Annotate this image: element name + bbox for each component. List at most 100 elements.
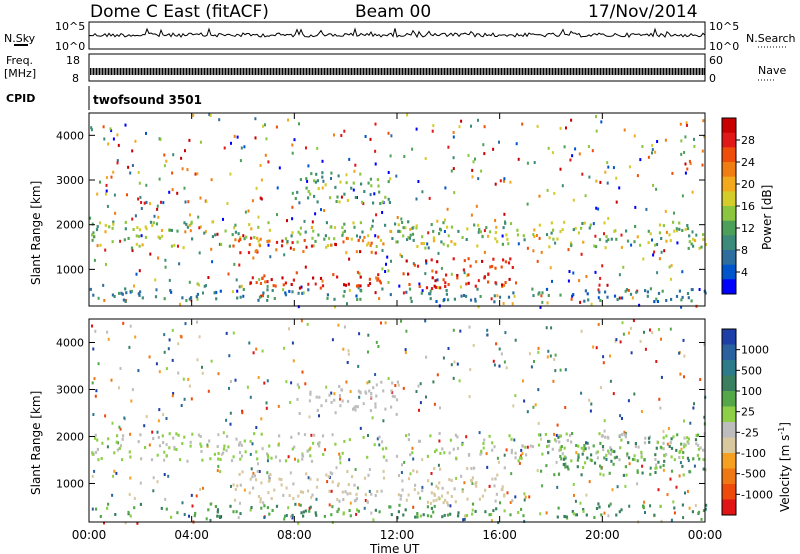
echo-cell (660, 519, 663, 523)
echo-cell (338, 499, 341, 503)
echo-cell (448, 478, 451, 481)
echo-cell (325, 221, 328, 225)
echo-cell (487, 234, 490, 238)
echo-cell (310, 172, 313, 176)
echo-cell (494, 266, 497, 270)
echo-cell (163, 450, 166, 454)
echo-cell (690, 299, 693, 303)
echo-cell (419, 514, 422, 518)
echo-cell (480, 169, 483, 173)
echo-cell (276, 213, 278, 217)
echo-cell (655, 187, 658, 191)
echo-cell (574, 226, 577, 230)
echo-cell (624, 435, 627, 439)
colorbar-cell (722, 264, 736, 280)
freq-sample (307, 68, 309, 75)
echo-cell (91, 381, 94, 385)
echo-cell (409, 296, 412, 300)
echo-cell (265, 137, 268, 141)
echo-cell (346, 470, 349, 473)
freq-sample (480, 68, 481, 75)
echo-cell (96, 225, 99, 229)
echo-cell (564, 465, 567, 469)
echo-cell (216, 469, 219, 473)
freq-sample (190, 68, 192, 75)
echo-cell (145, 227, 148, 231)
freq-sample (625, 68, 627, 75)
freq-sample (682, 68, 684, 75)
echo-cell (138, 234, 141, 238)
echo-cell (179, 458, 182, 462)
echo-cell (431, 276, 434, 280)
echo-cell (239, 512, 242, 516)
echo-cell (411, 446, 414, 450)
echo-cell (121, 437, 124, 441)
echo-cell (359, 250, 362, 254)
echo-cell (704, 507, 707, 511)
echo-cell (285, 459, 288, 463)
echo-cell (567, 467, 570, 471)
freq-sample (351, 68, 352, 75)
echo-cell (128, 450, 131, 454)
echo-cell (458, 125, 461, 129)
echo-cell (239, 295, 242, 299)
echo-cell (92, 231, 95, 235)
echo-cell (526, 246, 529, 250)
echo-cell (266, 379, 269, 383)
freq-sample (423, 68, 424, 75)
echo-cell (432, 380, 435, 384)
freq-sample (213, 68, 214, 75)
echo-cell (675, 485, 678, 489)
echo-cell (341, 226, 344, 230)
echo-cell (627, 399, 630, 403)
echo-cell (673, 229, 676, 233)
freq-panel-frame (88, 53, 706, 82)
echo-cell (403, 155, 406, 158)
echo-cell (598, 505, 601, 509)
freq-sample (372, 68, 373, 75)
echo-cell (490, 513, 493, 516)
echo-cell (420, 242, 423, 245)
echo-cell (156, 204, 159, 208)
echo-cell (350, 186, 353, 190)
freq-sample (306, 68, 307, 75)
echo-cell (559, 455, 562, 458)
freq-sample (552, 68, 553, 75)
echo-cell (622, 473, 625, 477)
echo-cell (551, 279, 553, 283)
echo-cell (241, 470, 244, 474)
freq-sample (579, 68, 580, 75)
echo-cell (102, 125, 105, 129)
echo-cell (261, 447, 264, 451)
echo-cell (372, 386, 375, 390)
echo-cell (268, 512, 271, 516)
echo-cell (207, 508, 210, 512)
echo-cell (537, 292, 540, 296)
echo-cell (463, 481, 466, 485)
echo-cell (374, 402, 377, 406)
echo-cell (523, 498, 526, 502)
freq-sample (264, 68, 265, 75)
freq-sample (328, 68, 330, 75)
freq-sample (516, 68, 517, 75)
echo-cell (99, 221, 102, 225)
echo-cell (623, 128, 626, 132)
echo-cell (325, 245, 328, 249)
echo-cell (150, 458, 154, 462)
freq-sample (238, 68, 240, 75)
power-panel-frame (88, 112, 706, 307)
echo-cell (270, 278, 273, 282)
freq-sample (487, 68, 489, 75)
echo-cell (626, 452, 629, 456)
freq-sample (343, 68, 345, 75)
echo-cell (186, 168, 189, 172)
echo-cell (558, 448, 561, 452)
echo-cell (154, 295, 158, 299)
echo-cell (125, 291, 128, 295)
echo-cell (597, 207, 600, 211)
echo-cell (268, 444, 271, 448)
echo-cell (395, 412, 398, 416)
echo-cell (660, 250, 663, 254)
echo-cell (673, 458, 676, 462)
freq-sample (376, 68, 378, 75)
